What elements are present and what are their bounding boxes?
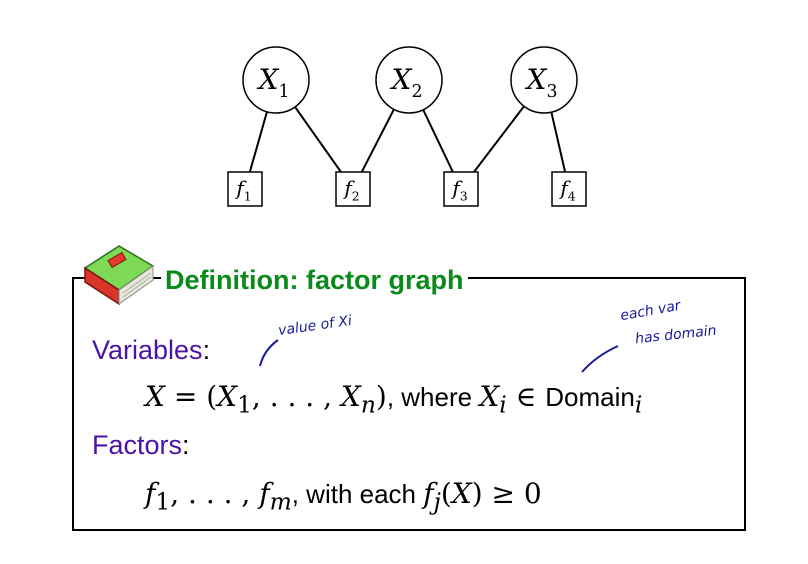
edge-X1-f2 (294, 106, 342, 173)
book-icon (83, 245, 155, 306)
factor-graph-diagram: X1 X2 X3 f1 f2 f3 f4 (227, 46, 587, 207)
variable-node-X2: X2 (375, 46, 443, 114)
edge-X3-f3 (473, 105, 525, 173)
factors-label: Factors: (92, 430, 190, 460)
definition-title: Definition: factor graph (161, 264, 468, 296)
variable-node-X3: X3 (510, 46, 578, 114)
edge-X2-f3 (422, 109, 454, 173)
variable-node-X1: X1 (242, 46, 310, 114)
svg-text:X3: X3 (525, 63, 558, 102)
factor-node-f2: f2 (335, 171, 371, 207)
variables-label: Variables: (92, 335, 211, 365)
variables-formula: X = (X1, . . . , Xn), where Xi ∈ Domaini (145, 380, 643, 419)
factor-node-f1: f1 (227, 171, 263, 207)
edge-X2-f2 (360, 108, 395, 173)
factor-node-f4: f4 (551, 171, 587, 207)
svg-text:X2: X2 (390, 63, 423, 102)
factors-formula: f1, . . . , fm, with each fj(X) ≥ 0 (145, 477, 542, 516)
edge-X1-f1 (248, 111, 268, 173)
svg-text:X1: X1 (257, 63, 290, 102)
factor-node-f3: f3 (443, 171, 479, 207)
edge-X3-f4 (550, 111, 567, 173)
